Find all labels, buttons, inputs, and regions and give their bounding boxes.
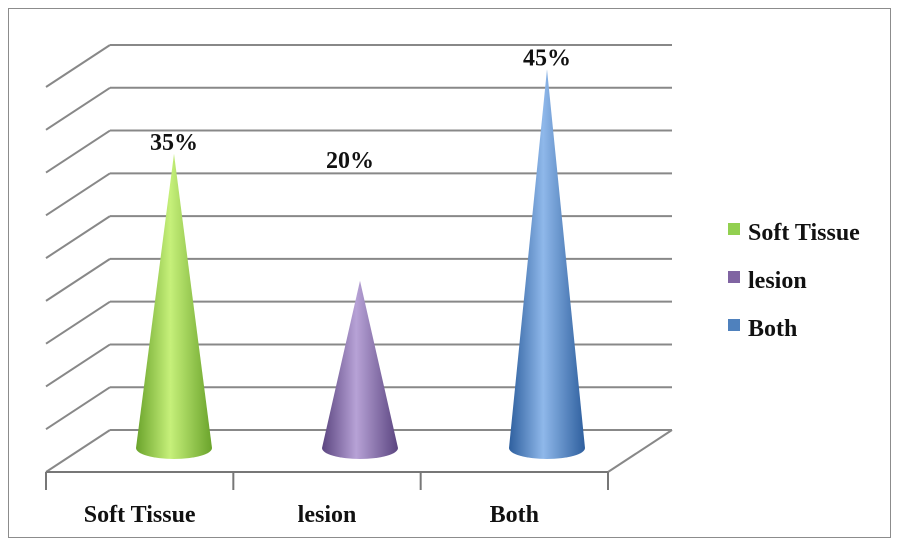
legend-label: lesion — [748, 268, 807, 294]
legend-item: Soft Tissue — [728, 220, 860, 246]
side-gridline — [45, 386, 111, 431]
x-tick-label: Both — [490, 502, 539, 528]
legend-item: Both — [728, 316, 797, 342]
legend: Soft Tissue lesion Both — [728, 220, 860, 342]
legend-item: lesion — [728, 268, 807, 294]
side-gridline — [45, 215, 111, 259]
cone-body — [322, 280, 398, 459]
cone-both — [509, 69, 585, 460]
cone-lesion — [322, 280, 398, 459]
cone-body — [136, 153, 212, 459]
x-axis: Soft Tissue lesion Both — [45, 471, 609, 528]
x-tick-label: Soft Tissue — [84, 502, 196, 528]
side-gridline — [45, 429, 111, 473]
legend-label: Both — [748, 316, 797, 342]
side-gridline — [45, 343, 111, 388]
data-label: 45% — [523, 45, 571, 71]
cones — [136, 69, 585, 460]
side-gridline — [45, 258, 111, 302]
side-gridline — [45, 300, 111, 345]
side-gridline — [45, 172, 111, 217]
side-gridline — [45, 44, 111, 88]
side-gridline — [45, 86, 111, 131]
floor-edge — [607, 429, 673, 473]
cone-soft-tissue — [136, 153, 212, 459]
side-gridline — [45, 129, 111, 174]
legend-swatch — [728, 319, 740, 331]
data-label: 20% — [326, 148, 374, 174]
data-labels: 35% 20% 45% — [150, 45, 571, 174]
legend-swatch — [728, 223, 740, 235]
x-tick-label: lesion — [298, 502, 357, 528]
cone-body — [509, 69, 585, 460]
data-label: 35% — [150, 130, 198, 156]
legend-swatch — [728, 271, 740, 283]
legend-label: Soft Tissue — [748, 220, 860, 246]
